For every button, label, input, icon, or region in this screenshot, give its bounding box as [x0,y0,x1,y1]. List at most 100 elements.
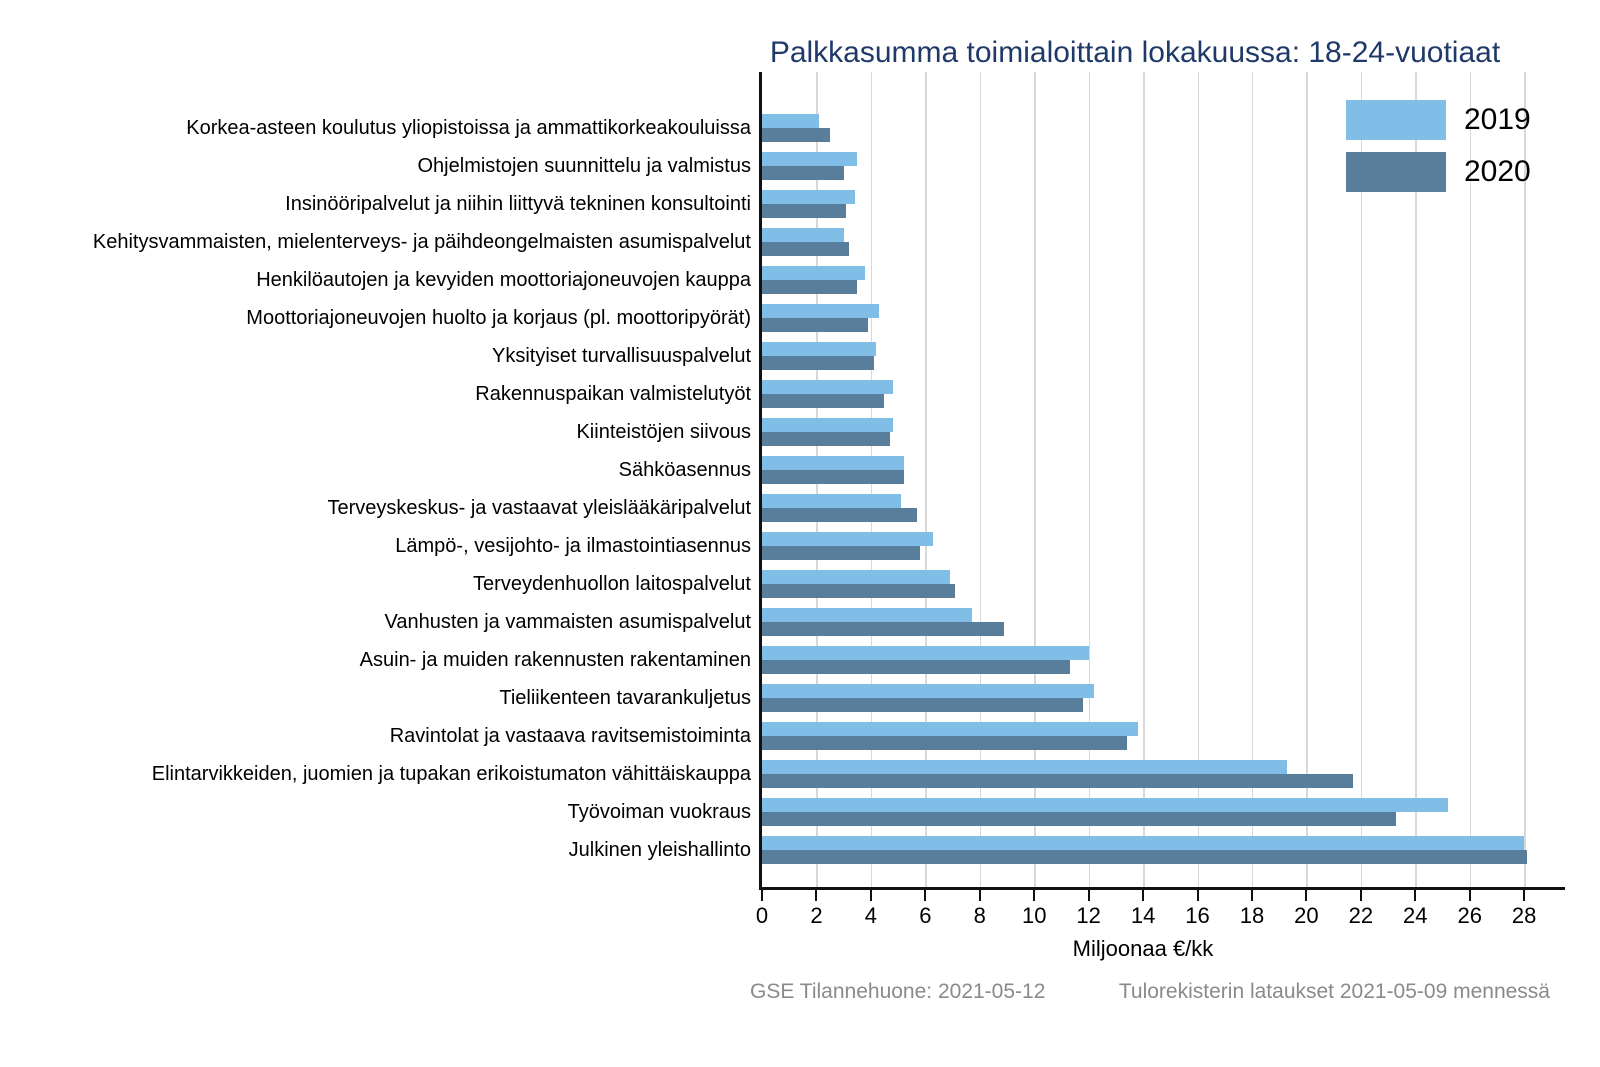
x-tick-label: 14 [1130,903,1156,928]
legend-label-2019: 2019 [1464,103,1531,136]
bar-2020 [762,394,885,408]
x-tick-label: 26 [1457,903,1482,928]
bar-2019 [762,646,1089,660]
gridline [979,72,982,890]
x-tick [1033,890,1036,901]
bar-2020 [762,660,1070,674]
chart-title: Palkkasumma toimialoittain lokakuussa: 1… [769,36,1501,69]
category-label: Korkea-asteen koulutus yliopistoissa ja … [186,116,751,139]
x-tick-label: 16 [1185,903,1210,928]
bar-2019 [762,608,972,622]
x-tick-label: 10 [1021,903,1047,928]
x-tick [1142,890,1145,901]
category-label: Kehitysvammaisten, mielenterveys- ja päi… [92,230,751,253]
legend-item-2019: 2019 [1346,100,1531,140]
bar-2020 [762,812,1397,826]
gridline [925,72,927,890]
bar-2019 [762,190,855,204]
x-tick [1250,890,1253,901]
bar-2019 [762,494,901,508]
category-label: Ravintolat ja vastaava ravitsemistoimint… [389,724,751,747]
bar-2020 [762,128,831,142]
category-label: Työvoiman vuokraus [567,800,751,823]
gridline [1524,72,1526,890]
bar-2020 [762,166,844,180]
category-label: Vanhusten ja vammaisten asumispalvelut [384,610,751,633]
category-label: Insinööripalvelut ja niihin liittyvä tek… [285,192,751,215]
bar-2020 [762,584,956,598]
bar-2020 [762,318,869,332]
bar-2020 [762,204,847,218]
x-tick [1196,890,1199,901]
legend-swatch-2019 [1346,100,1446,140]
gridline [1143,72,1145,890]
gridline [1469,72,1472,890]
y-axis-category-labels: Korkea-asteen koulutus yliopistoissa ja … [0,72,751,890]
bar-2020 [762,546,920,560]
x-tick-label: 22 [1348,903,1374,928]
category-label: Asuin- ja muiden rakennusten rakentamine… [359,648,751,671]
bar-2020 [762,280,858,294]
bar-2020 [762,850,1527,864]
x-axis-title: Miljoonaa €/kk [1072,936,1214,961]
bar-2020 [762,736,1127,750]
plot-area: 0 2 4 6 8 10 12 14 16 18 20 22 24 26 28 [756,72,1565,928]
x-tick [1523,890,1526,901]
bar-2020 [762,470,904,484]
category-label: Rakennuspaikan valmistelutyöt [475,382,751,405]
category-label: Yksityiset turvallisuuspalvelut [492,344,751,367]
bar-2019 [762,760,1288,774]
footer-source-right: Tulorekisterin lataukset 2021-05-09 menn… [1118,980,1550,1003]
bar-2020 [762,508,918,522]
x-tick [978,890,981,901]
bar-2019 [762,570,950,584]
category-label: Henkilöautojen ja kevyiden moottoriajone… [256,268,751,291]
bar-2019 [762,266,866,280]
gridline [1251,72,1254,890]
x-tick [869,890,872,901]
x-tick-label: 28 [1511,903,1537,928]
x-tick-label: 18 [1239,903,1265,928]
category-label: Julkinen yleishallinto [568,838,751,861]
footer-source-left: GSE Tilannehuone: 2021-05-12 [750,980,1046,1003]
bar-2019 [762,342,877,356]
x-tick-label: 20 [1294,903,1319,928]
x-tick [815,890,818,901]
x-tick-label: 6 [919,903,932,928]
legend-item-2020: 2020 [1346,152,1531,192]
gridline [1197,72,1200,890]
bar-2020 [762,432,890,446]
bar-2019 [762,304,880,318]
bar-2019 [762,152,858,166]
y-axis-spine [759,72,762,890]
x-tick [761,890,763,901]
gridline [1306,72,1308,890]
category-label: Elintarvikkeiden, juomien ja tupakan eri… [151,762,751,785]
bar-2019 [762,418,893,432]
x-tick [1305,890,1308,901]
bar-2019 [762,798,1448,812]
category-label: Lämpö-, vesijohto- ja ilmastointiasennus [395,534,751,557]
x-tick-label: 12 [1076,903,1101,928]
bar-2020 [762,622,1005,636]
bar-2019 [762,836,1525,850]
x-tick [924,890,927,901]
category-label: Tieliikenteen tavarankuljetus [499,686,751,709]
bar-2019 [762,722,1138,736]
x-tick-label: 8 [973,903,986,928]
legend-label-2020: 2020 [1464,155,1531,188]
bar-2020 [762,356,874,370]
bar-2019 [762,684,1095,698]
x-tick-label: 24 [1403,903,1428,928]
x-axis-spine [759,887,1565,890]
bar-2020 [762,698,1084,712]
category-label: Sähköasennus [618,458,751,481]
legend-swatch-2020 [1346,152,1446,192]
x-tick-label: 4 [864,903,877,928]
bar-2019 [762,532,934,546]
bar-2019 [762,114,820,128]
x-tick [1359,890,1362,901]
bar-2019 [762,456,904,470]
bar-2019 [762,228,844,242]
footer: GSE Tilannehuone: 2021-05-12 Tulorekiste… [750,980,1550,1004]
